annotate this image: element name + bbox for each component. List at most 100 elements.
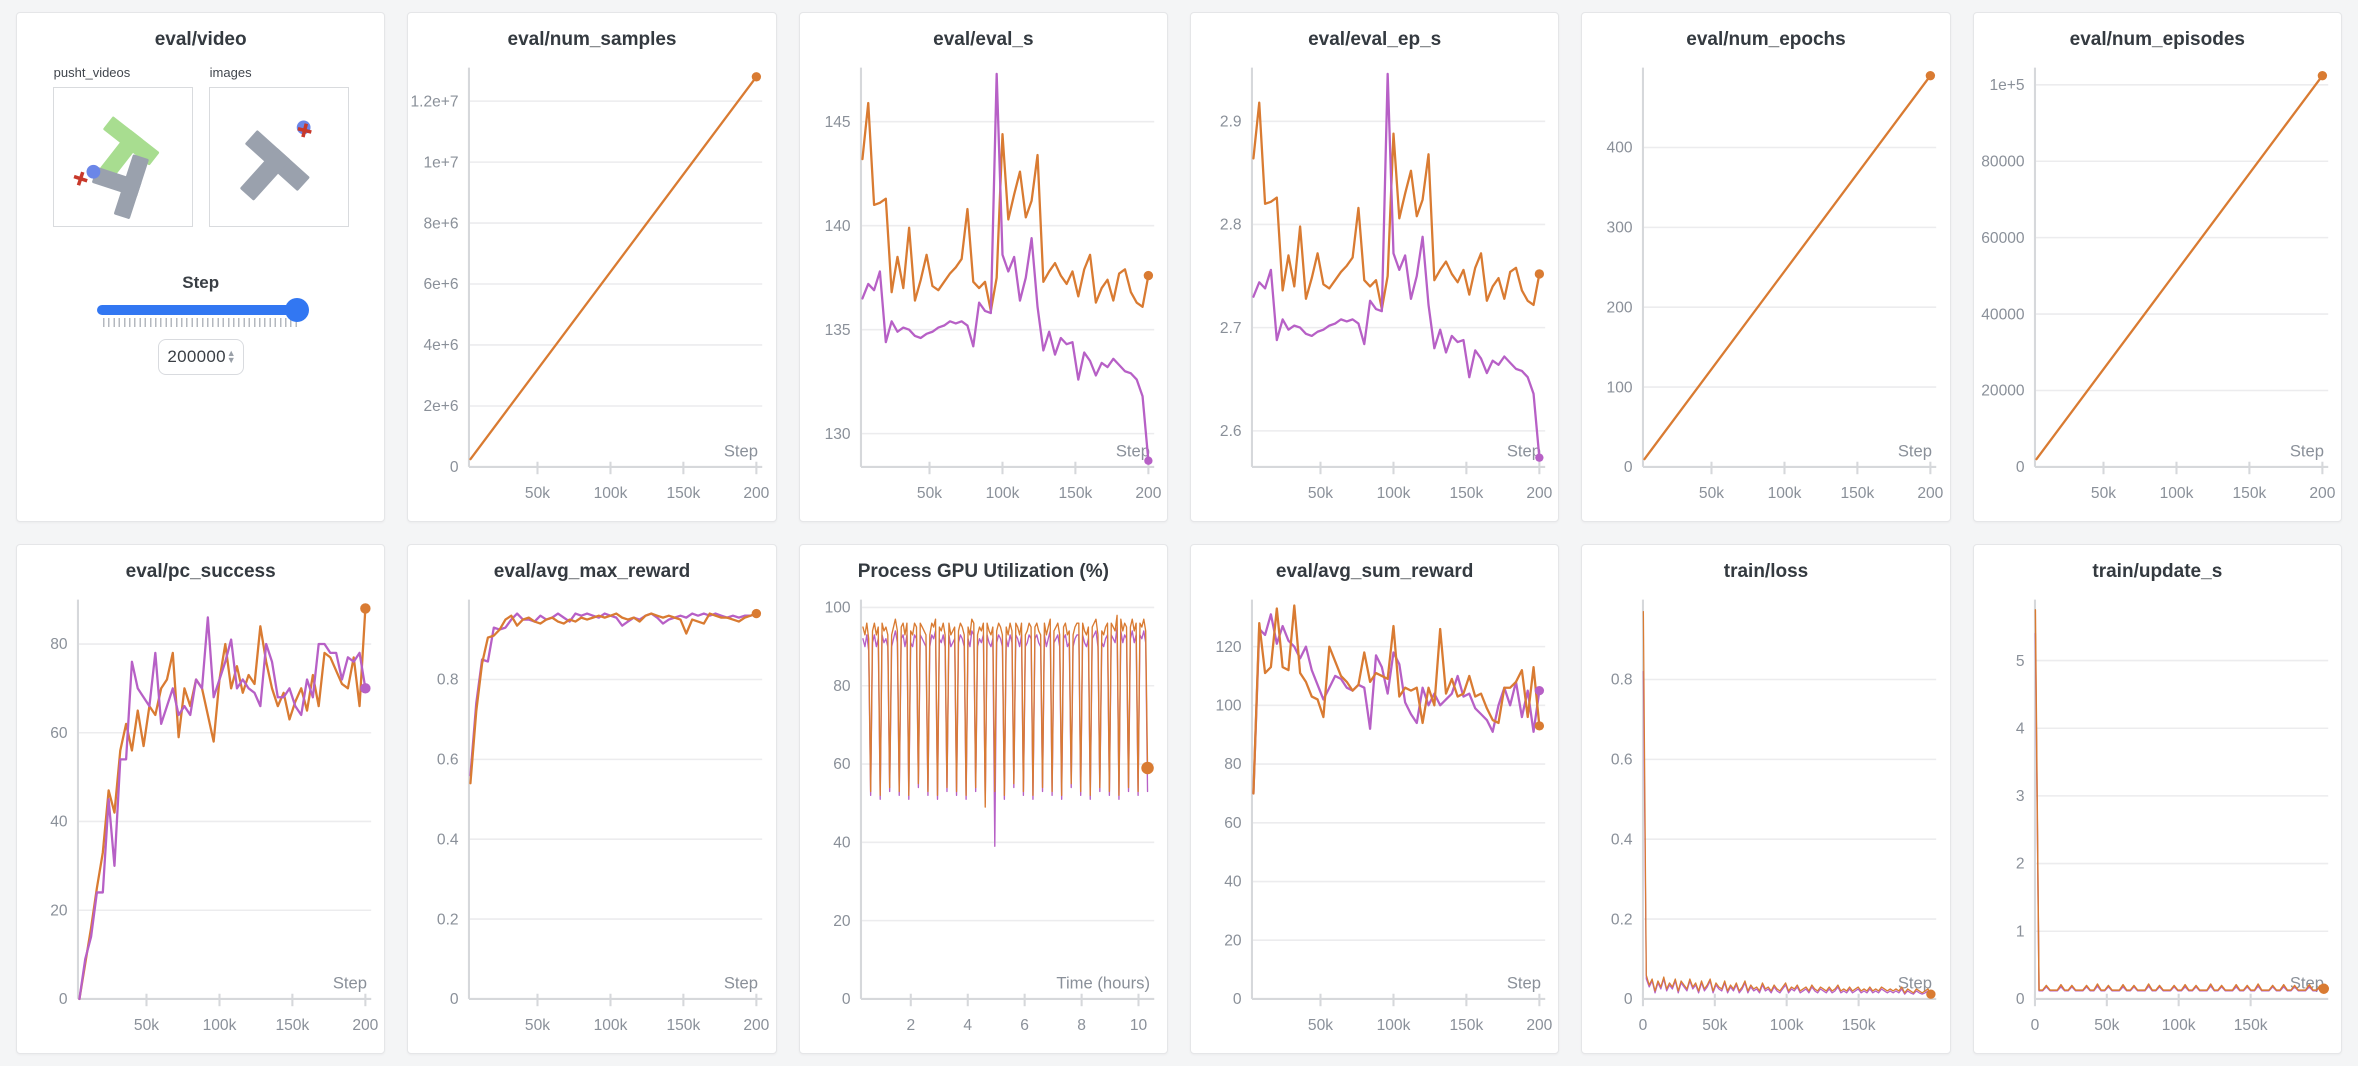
panel-eval-pc-success[interactable]: eval/pc_success 0 20 40 60 80 50k 100k 150k 200 S… <box>16 544 386 1054</box>
svg-text:100k: 100k <box>203 1017 237 1034</box>
goal-cross-icon <box>297 123 312 138</box>
svg-text:50k: 50k <box>525 1017 550 1034</box>
chart-title: eval/pc_success <box>125 561 276 582</box>
step-slider-section: Step 200000 ▲ ▼ <box>17 273 384 375</box>
svg-text:0.4: 0.4 <box>1611 831 1633 848</box>
svg-text:1e+7: 1e+7 <box>424 154 459 171</box>
svg-text:4e+6: 4e+6 <box>424 337 459 354</box>
svg-text:Step: Step <box>1507 442 1541 461</box>
svg-text:Step: Step <box>333 974 367 993</box>
svg-text:5: 5 <box>2016 653 2025 670</box>
panel-train-update-s[interactable]: train/update_s 0 1 2 3 4 5 0 50k 100k 150k Step <box>1972 544 2342 1054</box>
chart-title: train/update_s <box>2092 561 2223 582</box>
chart-canvas-eval-eval-ep-s: 2.6 2.7 2.8 2.9 50k 100k 150k 200 Step <box>1220 67 1553 502</box>
svg-text:150k: 150k <box>667 1017 701 1034</box>
media-label: pusht_videos <box>53 65 131 80</box>
gray-t-block-icon <box>239 130 310 201</box>
chart-canvas-eval-num-episodes: 0 20000 40000 60000 80000 1e+5 50k 100k 150k 200 S… <box>1981 67 2335 502</box>
svg-text:100: 100 <box>1607 379 1633 396</box>
svg-text:135: 135 <box>824 322 850 339</box>
svg-text:0: 0 <box>2016 459 2025 476</box>
svg-text:50k: 50k <box>525 485 550 502</box>
svg-text:8: 8 <box>1077 1017 1086 1034</box>
svg-text:0.6: 0.6 <box>1611 752 1633 769</box>
step-slider-thumb[interactable] <box>284 298 309 322</box>
chart-canvas-process-gpu-utilization: 0 20 40 60 80 100 2 4 6 8 10 Time (hours) <box>824 600 1154 1034</box>
svg-text:0: 0 <box>2030 1017 2039 1034</box>
svg-text:60: 60 <box>833 756 851 773</box>
svg-text:50k: 50k <box>1308 485 1333 502</box>
panel-eval-num-epochs[interactable]: eval/num_epochs 0 100 200 300 400 50k 100k 150k… <box>1581 12 1951 522</box>
chart-canvas-eval-num-epochs: 0 100 200 300 400 50k 100k 150k 200 Step <box>1607 67 1944 502</box>
panel-eval-avg-sum-reward[interactable]: eval/avg_sum_reward 0 20 40 60 80 100 120 50k 10… <box>1190 544 1560 1054</box>
chart-title: eval/num_episodes <box>2069 29 2245 50</box>
svg-text:200: 200 <box>352 1017 378 1034</box>
chart-title: eval/avg_max_reward <box>493 561 691 582</box>
svg-text:50k: 50k <box>1703 1017 1728 1034</box>
svg-text:150k: 150k <box>2232 485 2266 502</box>
svg-text:150k: 150k <box>667 485 701 502</box>
panel-process-gpu-utilization[interactable]: Process GPU Utilization (%) 0 20 40 60 80 100… <box>798 544 1168 1054</box>
images-thumbnail[interactable] <box>208 87 349 227</box>
svg-text:150k: 150k <box>1449 485 1483 502</box>
svg-text:Step: Step <box>724 442 758 461</box>
panel-eval-num-samples[interactable]: eval/num_samples 0 2e+6 4e+6 6e+6 8e+6 1e+7 1.… <box>407 12 777 522</box>
svg-text:100k: 100k <box>2161 1017 2195 1034</box>
chart-title: Process GPU Utilization (%) <box>857 561 1109 582</box>
svg-text:130: 130 <box>824 426 850 443</box>
svg-text:100: 100 <box>1216 697 1242 714</box>
svg-text:80: 80 <box>50 636 68 653</box>
svg-text:2.8: 2.8 <box>1220 217 1242 234</box>
svg-text:0.8: 0.8 <box>437 672 459 689</box>
svg-text:0: 0 <box>842 991 851 1008</box>
chart-title: eval/eval_ep_s <box>1308 29 1442 50</box>
pusht-video-thumbnail[interactable] <box>52 87 193 227</box>
svg-text:60: 60 <box>50 725 68 742</box>
svg-text:50k: 50k <box>917 485 942 502</box>
svg-text:0.2: 0.2 <box>437 911 459 928</box>
svg-text:60: 60 <box>1224 815 1242 832</box>
panel-eval-eval-ep-s[interactable]: eval/eval_ep_s 2.6 2.7 2.8 2.9 50k 100k 150k 20… <box>1190 12 1560 522</box>
svg-text:4: 4 <box>963 1017 972 1034</box>
svg-text:2.7: 2.7 <box>1220 320 1242 337</box>
svg-text:0.8: 0.8 <box>1611 672 1633 689</box>
svg-text:120: 120 <box>1216 639 1242 656</box>
panel-title: eval/video <box>154 29 247 50</box>
svg-text:100k: 100k <box>594 1017 628 1034</box>
panel-eval-num-episodes[interactable]: eval/num_episodes 0 20000 40000 60000 80000 1… <box>1972 12 2342 522</box>
svg-text:0: 0 <box>1624 991 1633 1008</box>
panel-train-loss[interactable]: train/loss 0 0.2 0.4 0.6 0.8 0 50k 100k 150k Step <box>1581 544 1951 1054</box>
svg-text:0: 0 <box>1624 459 1633 476</box>
chart-canvas-train-update-s: 0 1 2 3 4 5 0 50k 100k 150k Step <box>2016 599 2329 1034</box>
svg-text:40: 40 <box>1224 874 1242 891</box>
chart-title: eval/avg_sum_reward <box>1275 561 1474 582</box>
svg-text:Step: Step <box>1898 974 1932 993</box>
step-number-input[interactable]: 200000 ▲ ▼ <box>157 339 244 375</box>
panel-eval-eval-s[interactable]: eval/eval_s 130 135 140 145 50k 100k 150k 200 St… <box>798 12 1168 522</box>
svg-text:60000: 60000 <box>1981 230 2025 247</box>
svg-text:20: 20 <box>1224 932 1242 949</box>
svg-text:0: 0 <box>1233 991 1242 1008</box>
panel-eval-video[interactable]: eval/video pusht_videos <box>16 12 386 522</box>
svg-text:150k: 150k <box>1842 1017 1876 1034</box>
svg-text:200: 200 <box>2309 485 2335 502</box>
svg-text:0: 0 <box>450 991 459 1008</box>
stepper-up-down-icon[interactable]: ▲ ▼ <box>226 348 236 365</box>
svg-text:200: 200 <box>744 1017 770 1034</box>
svg-text:100k: 100k <box>1377 485 1411 502</box>
svg-text:200: 200 <box>1526 485 1552 502</box>
svg-text:200: 200 <box>1607 299 1633 316</box>
svg-text:200: 200 <box>1526 1017 1552 1034</box>
svg-text:200: 200 <box>1135 485 1161 502</box>
svg-text:50k: 50k <box>1308 1017 1333 1034</box>
svg-text:Step: Step <box>724 974 758 993</box>
svg-text:50k: 50k <box>134 1017 159 1034</box>
svg-text:Step: Step <box>2289 974 2323 993</box>
panel-eval-avg-max-reward[interactable]: eval/avg_max_reward 0 0.2 0.4 0.6 0.8 50k 100k… <box>407 544 777 1054</box>
svg-text:4: 4 <box>2016 720 2025 737</box>
step-slider[interactable] <box>96 298 309 322</box>
svg-text:0.2: 0.2 <box>1611 911 1633 928</box>
svg-text:10: 10 <box>1129 1017 1147 1034</box>
svg-text:2: 2 <box>2016 856 2025 873</box>
svg-text:400: 400 <box>1607 140 1633 157</box>
